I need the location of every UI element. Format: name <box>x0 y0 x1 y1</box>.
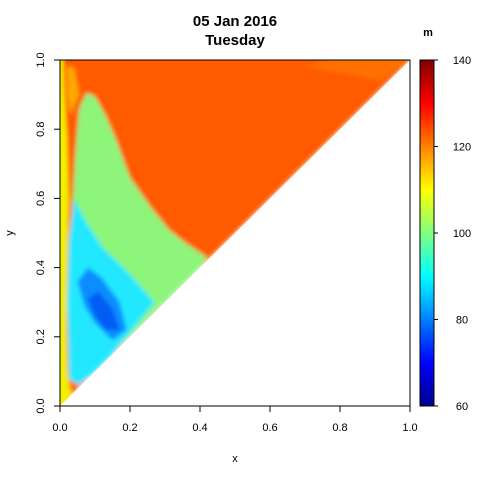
y-axis-label: y <box>4 230 16 236</box>
x-tick-label: 0.8 <box>332 422 347 434</box>
colorbar-tick-label: 120 <box>453 142 471 154</box>
x-tick-label: 0.2 <box>122 422 137 434</box>
x-tick-label: 0.6 <box>262 422 277 434</box>
y-tick-label: 0.2 <box>35 329 47 344</box>
heatmap-field <box>53 53 417 413</box>
heatmap-blend <box>53 53 417 413</box>
colorbar: 60 80 100 120 140 <box>420 55 471 413</box>
colorbar-unit: m <box>423 27 433 39</box>
y-tick-label: 0.4 <box>35 260 47 275</box>
chart-subtitle: Tuesday <box>205 32 265 49</box>
y-tick-label: 0.6 <box>35 191 47 206</box>
chart-title: 05 Jan 2016 <box>193 13 277 30</box>
x-tick-label: 1.0 <box>402 422 417 434</box>
y-tick-label: 0.8 <box>35 122 47 137</box>
x-tick-label: 0.4 <box>192 422 207 434</box>
y-tick-label: 0.0 <box>35 398 47 413</box>
x-axis-label: x <box>232 453 238 465</box>
colorbar-tick-label: 80 <box>456 315 468 327</box>
colorbar-tick-label: 60 <box>456 401 468 413</box>
colorbar-tick-label: 140 <box>453 55 471 67</box>
colorbar-bar <box>420 60 434 406</box>
x-tick-label: 0.0 <box>52 422 67 434</box>
y-tick-label: 1.0 <box>35 52 47 67</box>
colorbar-tick-label: 100 <box>453 228 471 240</box>
